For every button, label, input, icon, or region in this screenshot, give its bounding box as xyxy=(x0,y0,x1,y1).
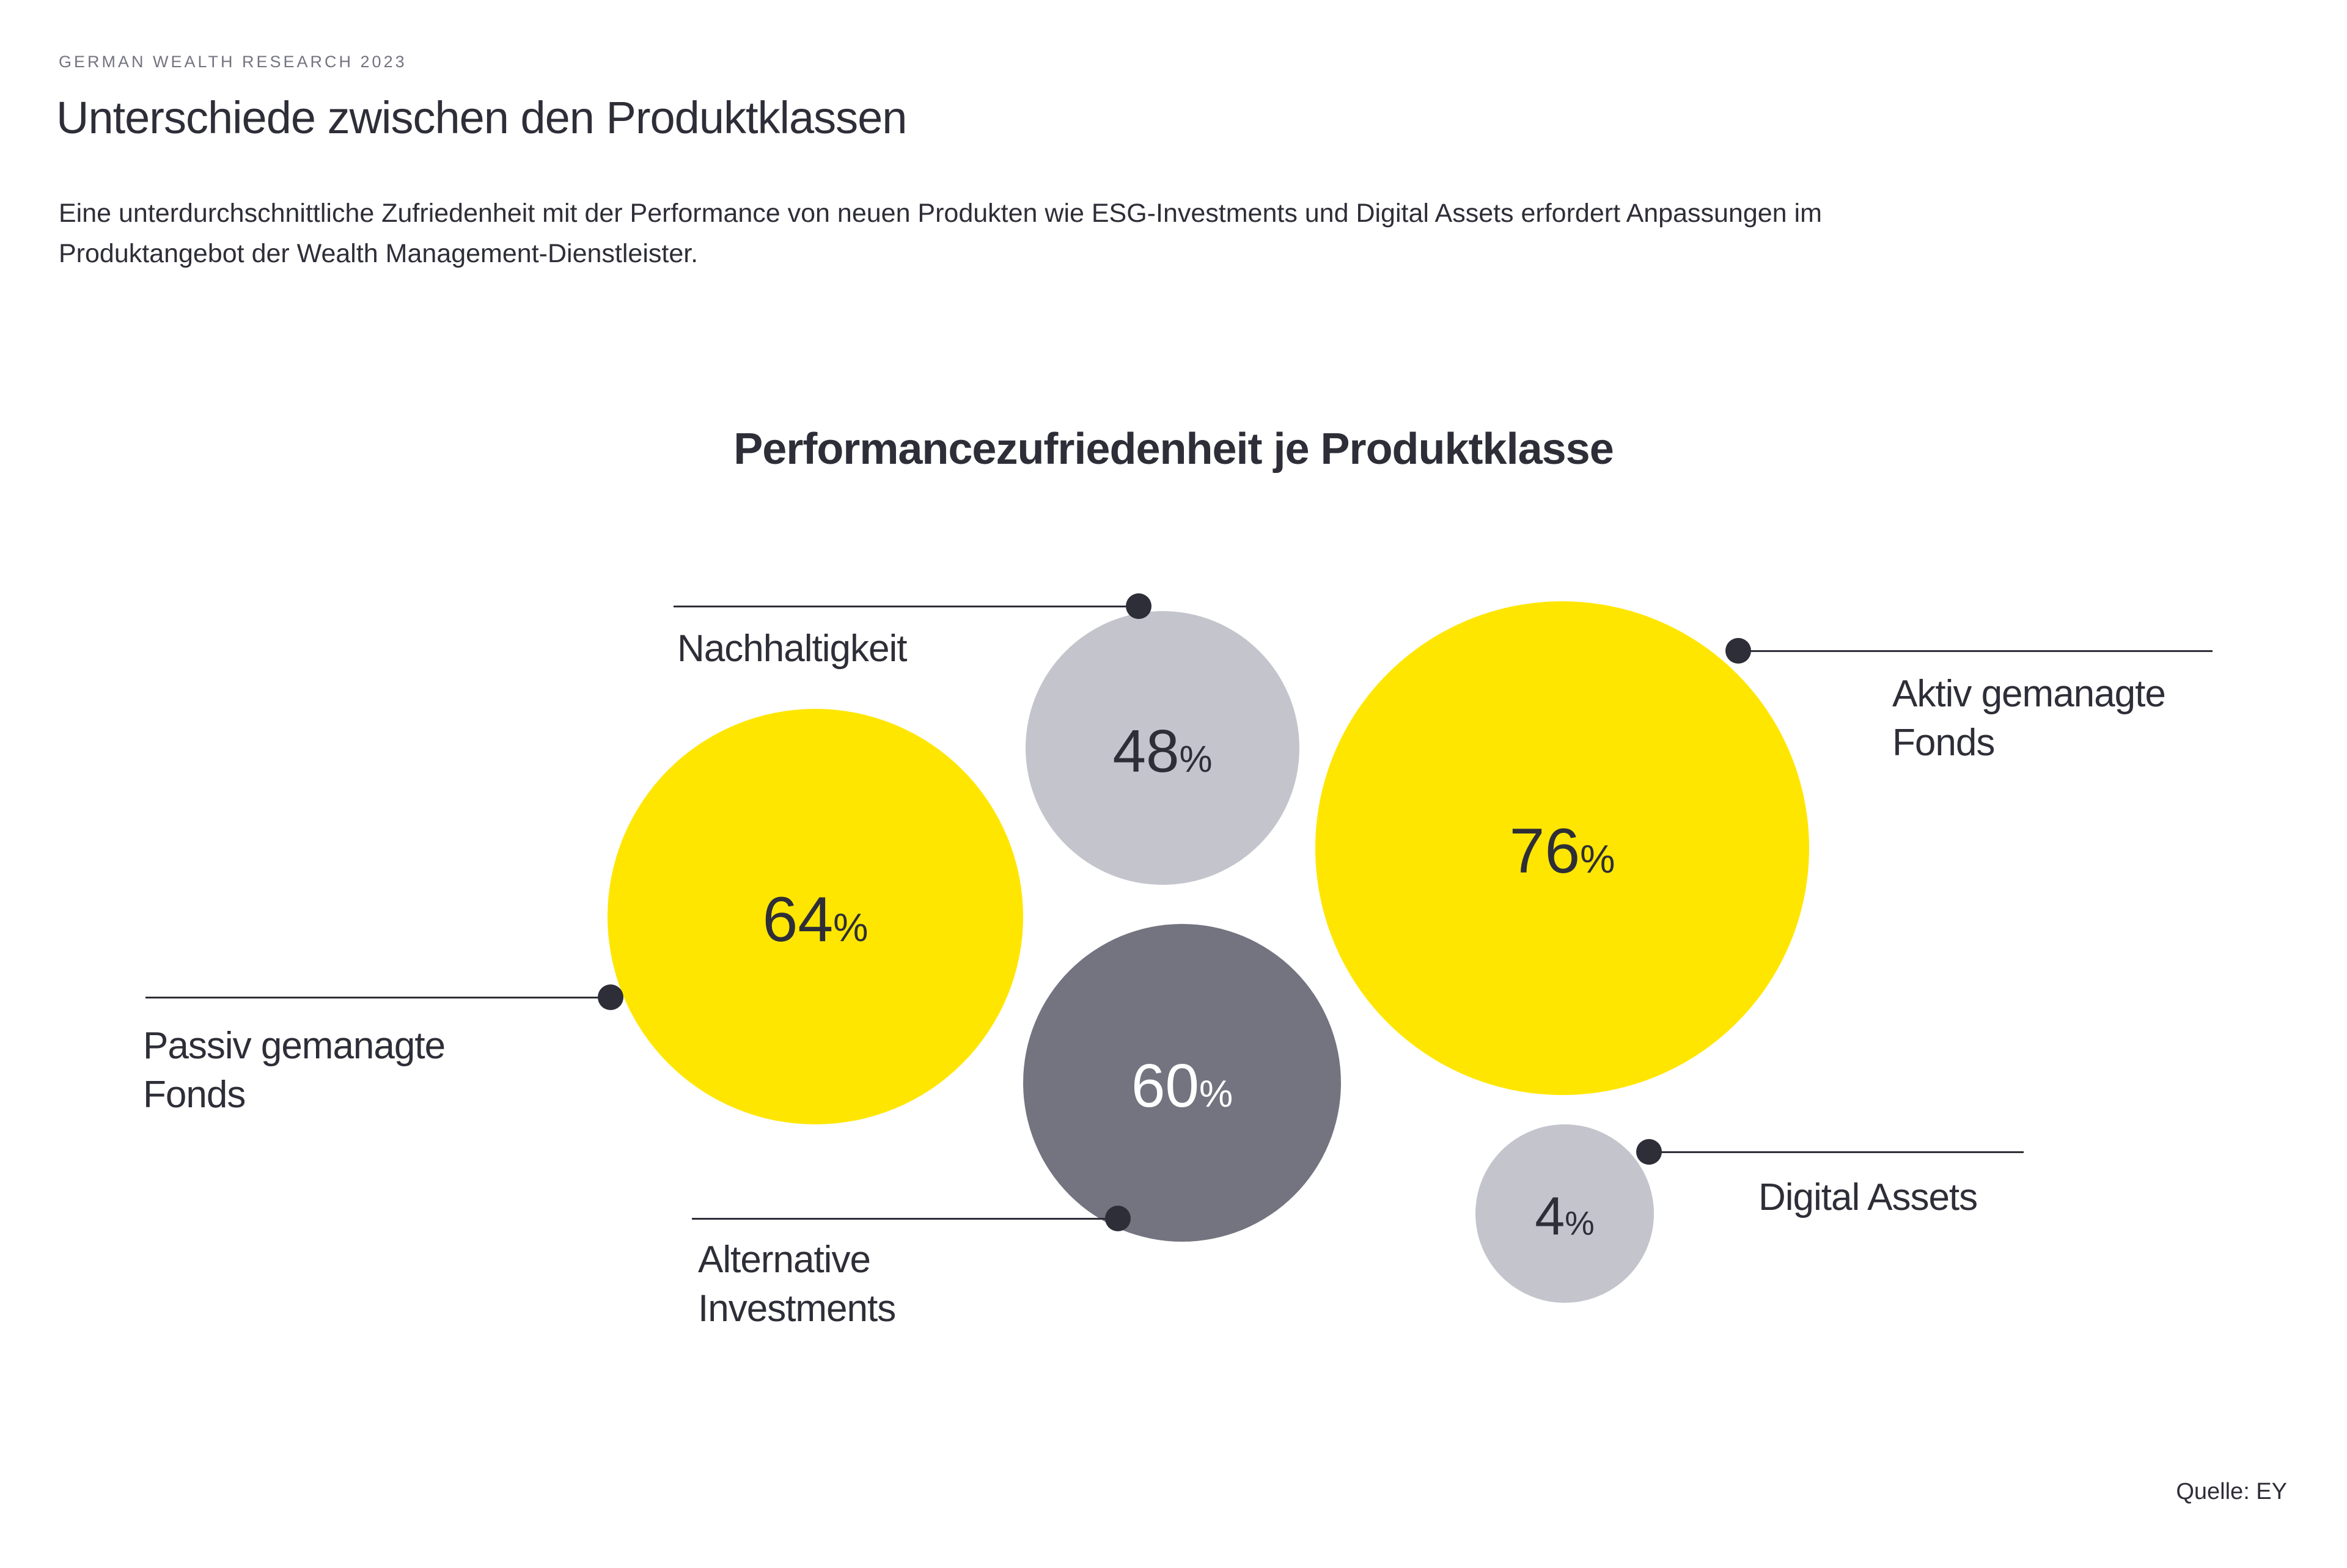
leader-line-passiv-fonds xyxy=(145,996,611,998)
leader-line-aktiv-fonds xyxy=(1738,650,2213,652)
value-number: 64 xyxy=(762,884,834,956)
eyebrow: GERMAN WEALTH RESEARCH 2023 xyxy=(59,53,407,71)
bubble-value-aktiv-fonds: 76% xyxy=(1509,819,1615,883)
percent-sign: % xyxy=(1199,1073,1233,1115)
chart-title: Performancezufriedenheit je Produktklass… xyxy=(733,425,1614,474)
percent-sign: % xyxy=(1565,1204,1595,1242)
source-note: Quelle: EY xyxy=(2176,1479,2287,1504)
bubble-value-nachhaltigkeit: 48% xyxy=(1112,721,1212,781)
percent-sign: % xyxy=(1179,738,1213,780)
leader-line-nachhaltigkeit xyxy=(674,605,1139,607)
bubble-label-aktiv-fonds: Aktiv gemanagte Fonds xyxy=(1892,673,2166,764)
leader-dot-nachhaltigkeit xyxy=(1126,593,1151,619)
bubble-value-passiv-fonds: 64% xyxy=(762,888,868,951)
leader-dot-aktiv-fonds xyxy=(1725,638,1751,664)
page-subtitle: Eine unterdurchschnittliche Zufriedenhei… xyxy=(59,199,1822,268)
leader-dot-digital-assets xyxy=(1636,1139,1662,1165)
bubble-label-digital-assets: Digital Assets xyxy=(1758,1176,1978,1218)
page-title: Unterschiede zwischen den Produktklassen xyxy=(56,92,907,143)
bubble-alternative-investments: 60% xyxy=(1023,924,1341,1242)
leader-line-alternative-investments xyxy=(692,1217,1118,1220)
bubble-passiv-fonds: 64% xyxy=(608,709,1023,1124)
bubble-label-alternative-investments: Alternative Investments xyxy=(698,1239,896,1330)
bubble-digital-assets: 4% xyxy=(1475,1124,1654,1303)
bubble-label-nachhaltigkeit: Nachhaltigkeit xyxy=(677,628,907,670)
leader-dot-passiv-fonds xyxy=(598,984,623,1010)
bubble-value-digital-assets: 4% xyxy=(1535,1189,1594,1243)
bubble-value-alternative-investments: 60% xyxy=(1131,1055,1233,1116)
value-number: 48 xyxy=(1112,717,1180,785)
value-number: 60 xyxy=(1131,1052,1200,1120)
percent-sign: % xyxy=(833,906,869,950)
bubble-aktiv-fonds: 76% xyxy=(1315,601,1809,1095)
bubble-nachhaltigkeit: 48% xyxy=(1026,611,1299,885)
value-number: 76 xyxy=(1509,816,1581,887)
bubble-label-passiv-fonds: Passiv gemanagte Fonds xyxy=(143,1025,446,1116)
value-number: 4 xyxy=(1535,1185,1565,1247)
leader-line-digital-assets xyxy=(1649,1151,2024,1153)
percent-sign: % xyxy=(1580,837,1615,882)
leader-dot-alternative-investments xyxy=(1105,1206,1131,1231)
